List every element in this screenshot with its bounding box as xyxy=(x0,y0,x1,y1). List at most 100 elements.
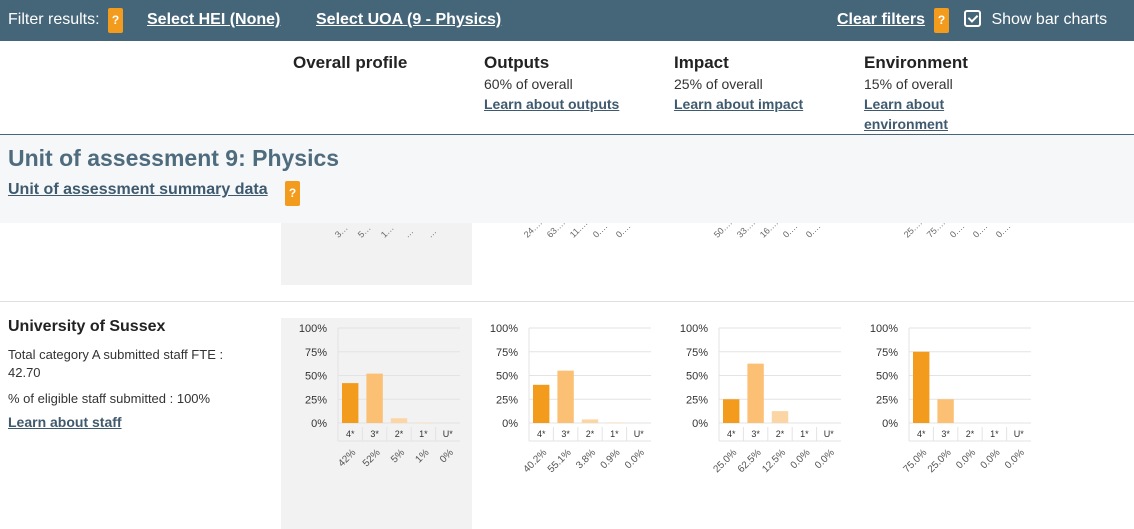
x-tick-label: 2* xyxy=(586,429,595,439)
bar-chart-impact: 100% 75% 50% 25% 0% 4* 25.0% 3* 62.5% 2* 12.5% 1* 0.… xyxy=(674,318,844,478)
x-tick-label: 3* xyxy=(941,429,950,439)
bar-value-label: 3.8% xyxy=(574,447,598,471)
uoa-summary-help-icon[interactable]: ? xyxy=(285,181,300,206)
bar-value-label: 0.0% xyxy=(1003,447,1027,471)
bar-value-label: 42% xyxy=(336,447,358,469)
learn-outputs-link[interactable]: Learn about outputs xyxy=(484,96,620,112)
bar xyxy=(390,418,408,423)
select-uoa-link[interactable]: Select UOA (9 - Physics) xyxy=(316,11,502,28)
bar-value-label: 5% xyxy=(389,447,407,465)
bar xyxy=(366,373,383,423)
bar-value-label: 25.0% xyxy=(926,447,954,475)
bar-value-label: 12.5% xyxy=(760,447,788,475)
x-tick-label: U* xyxy=(824,429,834,439)
y-tick-label: 100% xyxy=(299,323,327,335)
uoa-header-band xyxy=(0,135,1134,223)
bar xyxy=(723,399,740,423)
x-tick-label: 1* xyxy=(610,429,619,439)
y-tick-label: 100% xyxy=(870,323,898,335)
bar xyxy=(913,351,930,423)
uoa-summary-link[interactable]: Unit of assessment summary data xyxy=(8,181,268,199)
y-tick-label: 100% xyxy=(490,323,518,335)
learn-environment-link-line[interactable]: Learn about xyxy=(864,96,945,112)
previous-row-labels-outputs: 24.…63.…11.…0.… 0.… xyxy=(522,217,637,239)
learn-about-staff-link[interactable]: Learn about staff xyxy=(8,414,122,430)
x-tick-label: U* xyxy=(1014,429,1024,439)
y-tick-label: 50% xyxy=(496,371,518,383)
learn-impact-link[interactable]: Learn about impact xyxy=(674,96,804,112)
bar xyxy=(771,411,789,423)
bar-value-label: 0.0% xyxy=(954,447,978,471)
bar-value-label: 1% xyxy=(414,447,432,465)
bar xyxy=(606,422,623,423)
column-title: Impact xyxy=(674,53,729,72)
column-header-impact: Impact 25% of overall Learn about impact xyxy=(674,52,803,114)
checkbox-checked-icon[interactable] xyxy=(964,10,981,27)
y-tick-label: 0% xyxy=(311,418,327,430)
y-tick-label: 75% xyxy=(305,347,327,359)
column-header-outputs: Outputs 60% of overall Learn about outpu… xyxy=(484,52,619,114)
chart-svg: 100% 75% 50% 25% 0% 4* 40.2% 3* 55.1% 2* 3.8% 1* 0.9… xyxy=(490,323,651,475)
staff-fte-line: Total category A submitted staff FTE : xyxy=(8,347,224,362)
x-tick-label: U* xyxy=(634,429,644,439)
staff-fte-value: 42.70 xyxy=(8,365,41,380)
chart-svg: 100% 75% 50% 25% 0% 4* 42% 3* 52% 2* 5% 1* 1% U* 0% xyxy=(299,323,460,469)
filter-results-label: Filter results: xyxy=(8,11,100,28)
bar xyxy=(415,422,432,423)
institution-name: University of Sussex xyxy=(8,318,166,335)
y-tick-label: 75% xyxy=(496,347,518,359)
filter-help-badge[interactable]: ? xyxy=(108,8,123,33)
x-tick-label: 3* xyxy=(370,429,379,439)
bar-value-label: 0.0% xyxy=(813,447,837,471)
y-tick-label: 25% xyxy=(686,394,708,406)
filter-help-icon[interactable]: ? xyxy=(108,8,123,33)
bar xyxy=(342,383,359,423)
chart-svg: 100% 75% 50% 25% 0% 4* 25.0% 3* 62.5% 2* 12.5% 1* 0.… xyxy=(680,323,841,475)
bar-value-label: 40.2% xyxy=(521,447,549,475)
bar-chart-environment: 100% 75% 50% 25% 0% 4* 75.0% 3* 25.0% 2* 0.0% 1* 0.0… xyxy=(864,318,1034,478)
x-tick-label: 2* xyxy=(776,429,785,439)
x-tick-label: 4* xyxy=(537,429,546,439)
chart-svg: 100% 75% 50% 25% 0% 4* 75.0% 3* 25.0% 2* 0.0% 1* 0.0… xyxy=(870,323,1031,475)
previous-row-labels-impact: 50.…33.…16.…0.… 0.… xyxy=(712,217,827,239)
bar xyxy=(581,419,599,423)
column-weight: 25% of overall xyxy=(674,76,763,92)
learn-environment-link-line[interactable]: environment xyxy=(864,116,949,132)
y-tick-label: 25% xyxy=(876,394,898,406)
y-tick-label: 0% xyxy=(882,418,898,430)
row-divider xyxy=(0,301,1134,302)
clear-help-badge[interactable]: ? xyxy=(934,8,949,33)
x-tick-label: 3* xyxy=(561,429,570,439)
eligible-staff-text: % of eligible staff submitted : 100% xyxy=(8,391,211,406)
x-tick-label: 4* xyxy=(917,429,926,439)
uoa-summary-link-text[interactable]: Unit of assessment summary data xyxy=(8,181,268,198)
learn-environment-link[interactable]: Learn about environment xyxy=(864,94,968,134)
bar-value-label: 62.5% xyxy=(736,447,764,475)
x-tick-label: 3* xyxy=(751,429,760,439)
y-tick-label: 50% xyxy=(305,371,327,383)
y-tick-label: 75% xyxy=(686,347,708,359)
clear-filters-help-icon[interactable]: ? xyxy=(934,8,949,33)
column-title: Outputs xyxy=(484,53,550,72)
header-divider xyxy=(0,134,1134,135)
clear-filters-link[interactable]: Clear filters xyxy=(837,11,926,28)
x-tick-label: 2* xyxy=(966,429,975,439)
column-title: Environment xyxy=(864,53,968,72)
column-header-overall: Overall profile xyxy=(293,52,407,74)
previous-row-labels-environment: 25.…75.…0.… 0.… 0.… xyxy=(902,217,1017,239)
bar-value-label: 0.0% xyxy=(623,447,647,471)
show-bar-charts-label: Show bar charts xyxy=(991,11,1108,28)
column-header-environment: Environment 15% of overall Learn about e… xyxy=(864,52,968,134)
column-weight: 15% of overall xyxy=(864,76,953,92)
bar xyxy=(937,399,954,423)
overall-column-background xyxy=(281,223,472,285)
bar-value-label: 0.0% xyxy=(789,447,813,471)
select-hei-link[interactable]: Select HEI (None) xyxy=(147,11,281,28)
y-tick-label: 75% xyxy=(876,347,898,359)
bar-value-label: 0% xyxy=(438,447,456,465)
bar xyxy=(557,370,574,423)
y-tick-label: 25% xyxy=(496,394,518,406)
column-title: Overall profile xyxy=(293,53,408,72)
x-tick-label: 1* xyxy=(419,429,428,439)
show-bar-charts-toggle[interactable]: Show bar charts xyxy=(964,9,1107,31)
